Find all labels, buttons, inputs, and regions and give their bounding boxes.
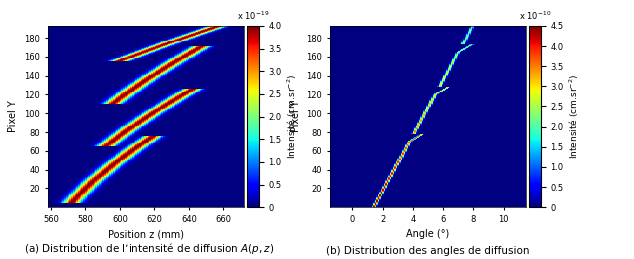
X-axis label: Position z (mm): Position z (mm): [108, 229, 184, 239]
Y-axis label: Intensité (cm.sr$^{-2}$): Intensité (cm.sr$^{-2}$): [286, 74, 299, 159]
Y-axis label: Pixel Y: Pixel Y: [8, 101, 18, 132]
Title: x 10$^{-19}$: x 10$^{-19}$: [237, 10, 269, 22]
Y-axis label: Pixel Y: Pixel Y: [290, 101, 301, 132]
Title: x 10$^{-10}$: x 10$^{-10}$: [519, 10, 551, 22]
Text: (b) Distribution des angles de diffusion: (b) Distribution des angles de diffusion: [327, 246, 529, 256]
X-axis label: Angle (°): Angle (°): [406, 229, 450, 239]
Text: (a) Distribution de l’intensité de diffusion $A(p, z)$: (a) Distribution de l’intensité de diffu…: [24, 241, 274, 256]
Y-axis label: Intensité (cm.sr$^{-2}$): Intensité (cm.sr$^{-2}$): [568, 74, 581, 159]
